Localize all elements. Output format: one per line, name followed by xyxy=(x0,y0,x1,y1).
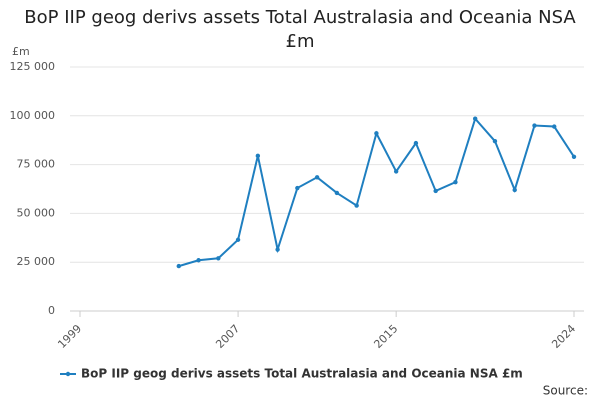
data-point xyxy=(571,154,577,159)
data-point xyxy=(295,185,300,191)
data-point xyxy=(413,140,419,146)
source: Source: xyxy=(543,384,588,398)
y-tick-label: 25 000 xyxy=(17,255,56,268)
data-point xyxy=(235,237,241,242)
data-point xyxy=(354,203,359,208)
data-point xyxy=(314,175,320,180)
data-point xyxy=(374,131,379,136)
data-point xyxy=(532,123,537,128)
y-tick-label: 75 000 xyxy=(17,158,56,171)
data-point xyxy=(552,124,557,129)
data-point xyxy=(433,188,438,194)
series-line xyxy=(178,116,575,268)
data-point xyxy=(492,138,498,144)
x-tick-label: 2015 xyxy=(371,322,400,351)
data-point xyxy=(393,169,399,174)
y-tick-label: 50 000 xyxy=(17,206,56,219)
data-point xyxy=(255,153,261,159)
data-point xyxy=(176,263,181,269)
y-axis-label: £m xyxy=(12,45,30,58)
data-point xyxy=(334,190,340,196)
chart-title: BoP IIP geog derivs assets Total Austral… xyxy=(24,7,576,52)
x-tick-label: 1999 xyxy=(55,322,84,351)
legend-swatch-dot xyxy=(65,371,71,377)
legend-label: BoP IIP geog derivs assets Total Austral… xyxy=(81,367,523,381)
data-point xyxy=(216,256,221,261)
y-tick-label: 100 000 xyxy=(10,109,56,122)
data-point xyxy=(275,247,280,252)
data-point xyxy=(453,179,458,185)
y-tick-label: 0 xyxy=(48,304,55,317)
x-tick-label: 2024 xyxy=(549,322,578,351)
data-point xyxy=(196,258,201,263)
data-point xyxy=(512,187,517,193)
x-tick-label: 2007 xyxy=(213,322,242,351)
data-point xyxy=(473,116,478,121)
y-tick-label: 125 000 xyxy=(10,60,56,73)
